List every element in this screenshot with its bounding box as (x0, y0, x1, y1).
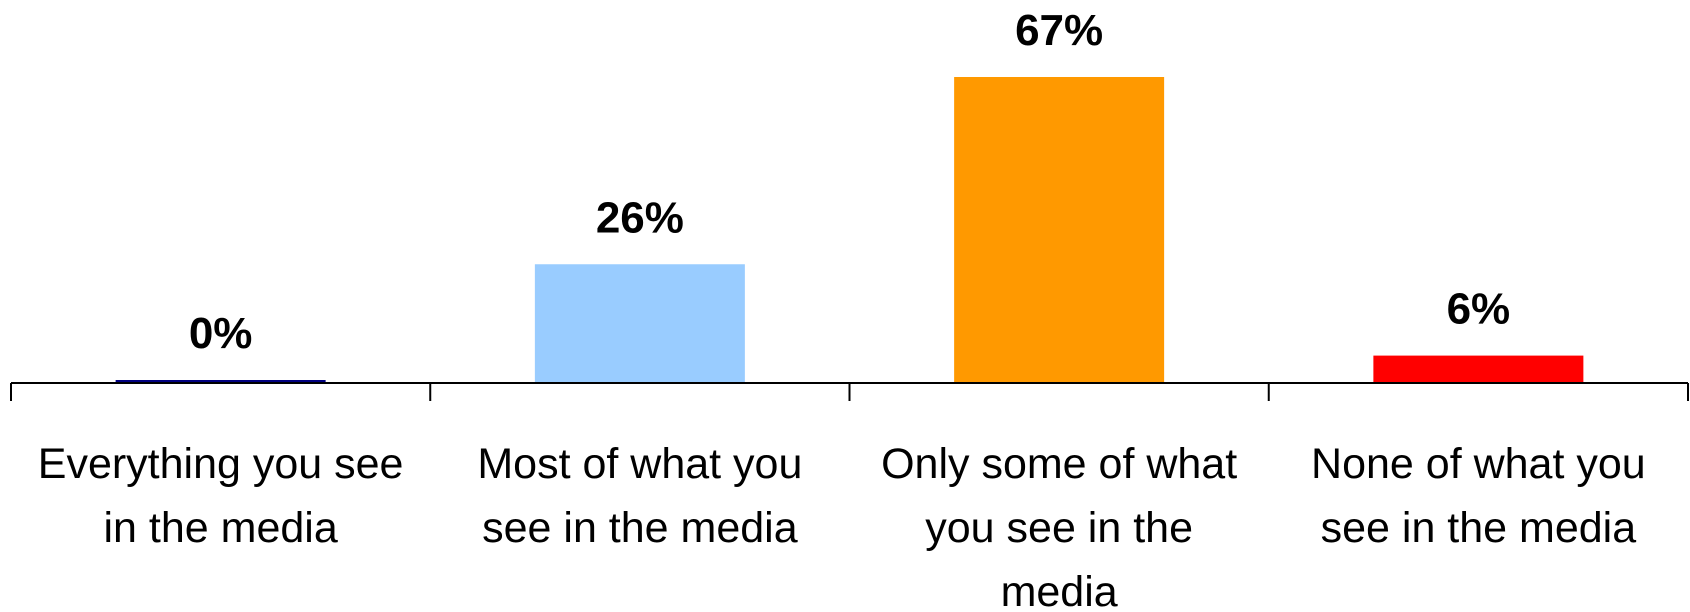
category-label-2-line-1: you see in the (925, 504, 1193, 552)
category-label-2-line-2: media (1001, 568, 1118, 612)
bars-layer (115, 77, 1584, 383)
category-label-0-line-0: Everything you see (38, 440, 404, 488)
category-label-3-line-1: see in the media (1321, 504, 1637, 552)
category-label-0-line-1: in the media (103, 504, 337, 552)
category-label-3-line-0: None of what you (1311, 440, 1646, 488)
category-label-1: Most of what you see in the media (477, 440, 802, 552)
value-label-0: 0% (189, 309, 253, 358)
category-label-0: Everything you see in the media (38, 440, 404, 552)
bar-2 (954, 77, 1165, 383)
category-label-1-line-0: Most of what you (477, 440, 802, 488)
category-label-2-line-0: Only some of what (881, 440, 1237, 488)
bar-1 (534, 264, 745, 383)
value-label-1: 26% (596, 193, 684, 242)
value-label-2: 67% (1015, 6, 1103, 55)
x-axis-ticks (10, 383, 1689, 401)
category-labels: Everything you see in the media Most of wh… (38, 440, 1646, 612)
value-label-3: 6% (1447, 285, 1511, 334)
value-labels: 0% 26% 67% 6% (189, 6, 1510, 358)
category-label-3: None of what you see in the media (1311, 440, 1646, 552)
bar-0 (115, 380, 326, 383)
category-label-1-line-1: see in the media (482, 504, 798, 552)
bar-3 (1373, 355, 1584, 383)
category-label-2: Only some of what you see in the media (881, 440, 1237, 612)
